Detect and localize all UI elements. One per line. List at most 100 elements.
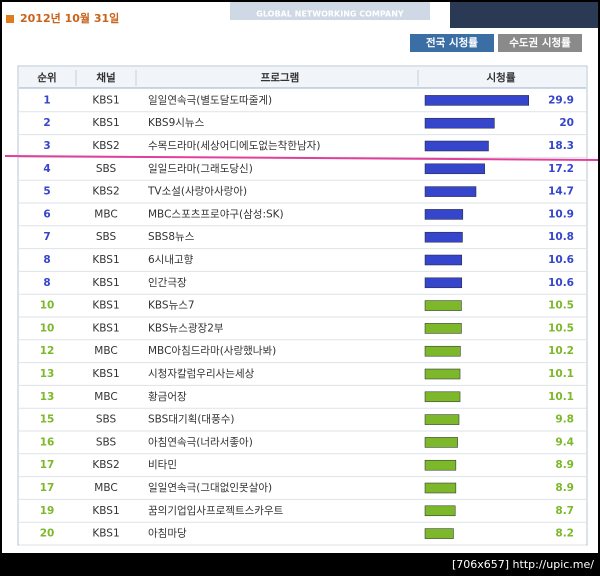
tab-bg [498, 34, 582, 52]
rank: 8 [43, 254, 50, 266]
program: MBC아침드라마(사랑했나봐) [148, 345, 276, 357]
channel: SBS [96, 436, 117, 448]
program: 일일드라마(그래도당신) [148, 162, 253, 175]
rating-bar [424, 368, 461, 380]
rating: 17.2 [548, 163, 574, 175]
rating-bar [424, 528, 454, 539]
rating-bar [424, 231, 463, 243]
column-header: 시청률 [487, 71, 516, 84]
rating-bar [424, 323, 462, 334]
channel: MBC [94, 208, 117, 220]
rating-bar [424, 391, 461, 403]
rank: 2 [43, 117, 50, 129]
program: KBS뉴스7 [148, 300, 195, 312]
rank: 20 [40, 528, 55, 540]
program: 황금어장 [148, 391, 187, 403]
rating: 10.6 [548, 277, 574, 289]
channel: KBS1 [92, 94, 119, 106]
rating-bar [424, 117, 495, 129]
rating-bar [424, 300, 462, 311]
rank: 13 [40, 368, 55, 380]
channel: KBS1 [92, 368, 119, 380]
rating: 18.3 [548, 140, 574, 152]
rating-bar [424, 163, 485, 175]
channel: KBS1 [92, 505, 119, 517]
rank: 6 [43, 208, 50, 220]
tab[interactable]: 전국 시청률 [410, 34, 494, 52]
program: 비타민 [148, 459, 177, 471]
program: 6시내고향 [148, 254, 194, 266]
banner-image [450, 2, 598, 28]
company: GLOBAL NETWORKING COMPANY [256, 10, 404, 19]
channel: SBS [96, 414, 117, 426]
channel: KBS2 [92, 186, 119, 198]
rating-bar [424, 140, 489, 152]
rating: 14.7 [548, 186, 574, 198]
rating-bar [424, 437, 458, 448]
program: KBS뉴스광장2부 [148, 322, 224, 334]
date: 2012년 10월 31일 [20, 11, 119, 25]
rank: 3 [43, 140, 50, 152]
rank: 7 [43, 231, 50, 243]
program: 꿈의기업입사프로젝트스카우트 [148, 504, 284, 517]
program: 아침연속극(너라서좋아) [148, 436, 253, 448]
rating: 10.9 [548, 208, 574, 220]
rank: 4 [43, 163, 50, 175]
rank: 15 [40, 414, 55, 426]
tab-bg [410, 34, 494, 52]
channel: MBC [94, 345, 117, 357]
table-header-bg [19, 67, 586, 88]
table-frame [17, 65, 588, 546]
rating: 8.2 [555, 528, 574, 540]
rank: 12 [40, 345, 55, 357]
tab[interactable]: 수도권 시청률 [498, 34, 582, 52]
rank: 10 [40, 322, 55, 334]
program: 시청자칼럼우리사는세상 [148, 367, 255, 380]
program: 일일연속극(별도달도따줄게) [148, 93, 272, 106]
rating: 20 [559, 117, 574, 129]
rating-bar [424, 345, 461, 357]
rank: 13 [40, 391, 55, 403]
rating: 10.6 [548, 254, 574, 266]
channel: SBS [96, 231, 117, 243]
rating-bar [424, 459, 457, 471]
rank: 17 [40, 459, 55, 471]
program: 아침마당 [148, 528, 187, 540]
rating: 9.4 [555, 436, 574, 448]
rating-bar [424, 95, 530, 106]
channel: KBS1 [92, 322, 119, 334]
program: SBS8뉴스 [148, 231, 195, 243]
rank: 16 [40, 436, 55, 448]
rating: 10.5 [548, 322, 574, 334]
program: 수목드라마(세상어디에도없는착한남자) [148, 139, 320, 152]
column-header: 순위 [37, 71, 56, 84]
rating: 10.2 [548, 345, 574, 357]
channel: KBS1 [92, 300, 119, 312]
rating: 10.5 [548, 300, 574, 312]
rating-bar [424, 186, 477, 197]
rating-bar [424, 209, 464, 220]
tab-label: 수도권 시청률 [509, 36, 571, 49]
rating-bar [424, 414, 460, 425]
rank: 5 [43, 186, 50, 198]
rating: 8.7 [555, 505, 574, 517]
rating-bar [424, 482, 457, 494]
channel: KBS1 [92, 117, 119, 129]
program: TV소설(사랑아사랑아) [147, 186, 247, 198]
rank: 17 [40, 482, 55, 494]
program: 일일연속극(그대없인못살아) [148, 481, 272, 494]
rank: 8 [43, 277, 50, 289]
rank: 10 [40, 300, 55, 312]
rating: 8.9 [555, 482, 574, 494]
program: KBS9시뉴스 [148, 117, 205, 129]
footer: [706x657] http://upic.me/ [452, 558, 594, 571]
rating: 9.8 [555, 414, 574, 426]
channel: SBS [96, 163, 117, 175]
channel: KBS1 [92, 528, 119, 540]
channel: KBS1 [92, 277, 119, 289]
program: 인간극장 [148, 277, 187, 289]
rank: 1 [43, 94, 50, 106]
program: SBS대기획(대풍수) [148, 414, 235, 426]
highlight-line [4, 155, 599, 161]
